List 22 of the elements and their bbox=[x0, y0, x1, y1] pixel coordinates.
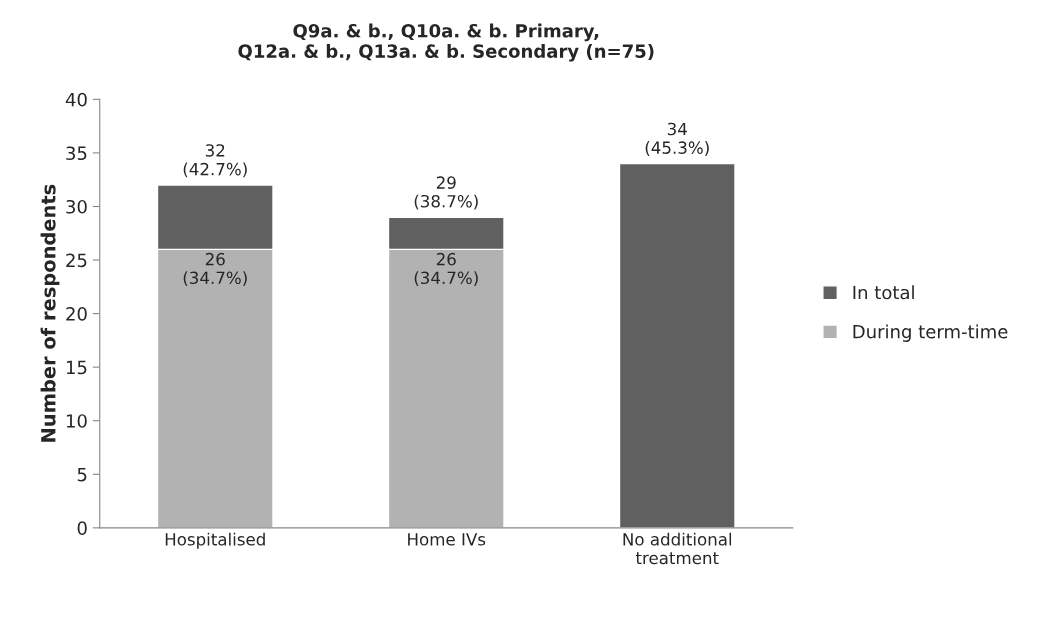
y-tick-label: 35 bbox=[66, 146, 87, 161]
y-tick-label: 10 bbox=[66, 414, 87, 428]
total-label: 34 (45.3%) bbox=[645, 122, 709, 156]
bar bbox=[618, 162, 736, 528]
data-label: 26 (34.7%) bbox=[183, 252, 247, 287]
y-tick-label: 20 bbox=[66, 307, 87, 321]
x-tick-label: Home IVs bbox=[408, 533, 486, 546]
y-tick-label: 0 bbox=[77, 521, 87, 535]
total-label: 32 (42.7%) bbox=[183, 144, 247, 178]
chart-title: Q9a. & b., Q10a. & b. Primary, Q12a. & b., Q13a. & b. Secondary (n=75) bbox=[238, 23, 654, 62]
total-label: 29 (38.7%) bbox=[414, 176, 478, 210]
data-label: 26 (34.7%) bbox=[414, 252, 478, 287]
y-tick-label: 25 bbox=[66, 253, 87, 268]
y-axis-title: Number of respondents bbox=[40, 184, 60, 442]
y-tick-label: 40 bbox=[65, 92, 87, 107]
x-tick-label: Hospitalised bbox=[165, 532, 265, 549]
y-tick-label: 30 bbox=[66, 199, 87, 214]
y-tick-label: 5 bbox=[77, 467, 87, 482]
legend-label: During term-time bbox=[853, 324, 1008, 342]
legend-label: In total bbox=[853, 285, 914, 300]
y-tick-label: 15 bbox=[66, 360, 87, 375]
x-tick-label: No additional treatment bbox=[623, 532, 732, 565]
